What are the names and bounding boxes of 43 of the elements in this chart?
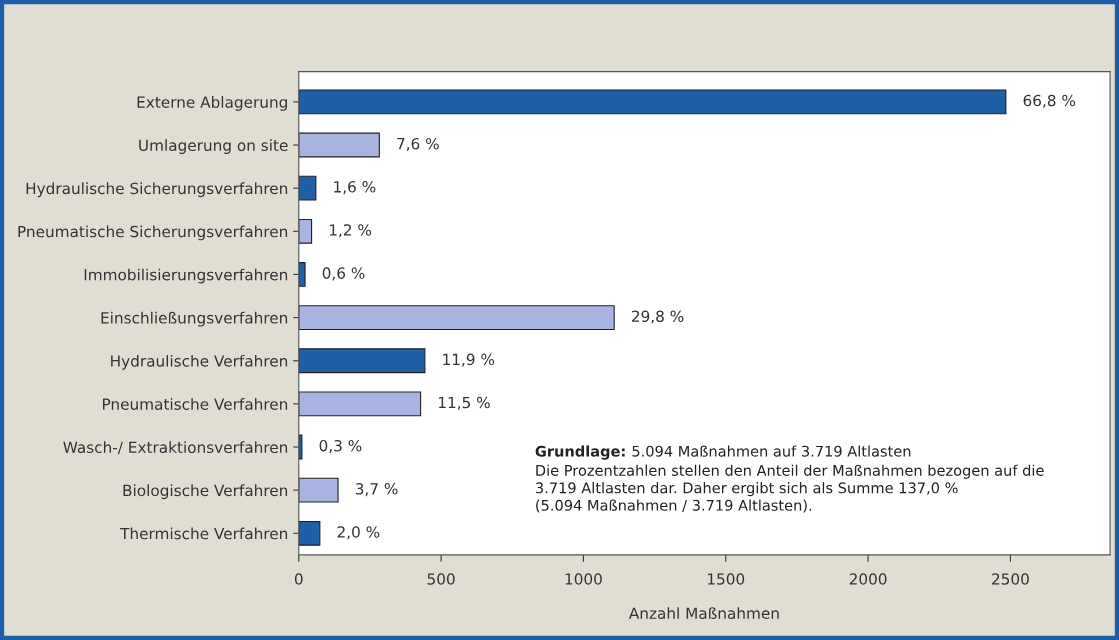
y-tick-label: Umlagerung on site	[139, 139, 288, 154]
bar	[298, 434, 303, 460]
annotation: 29,8 %	[631, 310, 684, 324]
bar	[298, 262, 306, 287]
y-tick-label: Pneumatische Sicherungsverfahren	[18, 225, 288, 241]
annotation: 1,2 %	[329, 224, 372, 238]
annotation: Grundlage:	[535, 445, 625, 460]
y-tick-label: Wasch-/ Extraktionsverfahren	[63, 441, 288, 455]
annotation: 11,5 %	[438, 396, 490, 410]
annotation: 11,9 %	[443, 353, 495, 367]
bar	[298, 520, 321, 546]
bar	[298, 132, 380, 158]
y-tick-label: Immobilisierungsverfahren	[84, 268, 288, 284]
annotation: 1,6 %	[334, 181, 376, 195]
x-tick-label: 500	[427, 573, 455, 585]
x-axis-title: Anzahl Maßnahmen	[628, 607, 779, 619]
y-tick-label: Hydraulische Sicherungsverfahren	[26, 182, 288, 198]
bar	[298, 218, 313, 244]
x-tick-label: 2500	[992, 573, 1029, 585]
bar	[298, 175, 317, 201]
annotation: Die Prozentzahlen stellen den Anteil der Maßnahmen bezogen auf die 3.719 Altlasten dar. Daher ergibt sich als Summe 137,0 % (5.094 Maßnahmen / 3.719 Altlasten).	[535, 464, 1044, 513]
bar	[298, 348, 426, 374]
annotation: 2,0 %	[337, 526, 380, 540]
bar	[298, 391, 422, 417]
x-tick-label: 1000	[565, 573, 602, 585]
bar	[298, 305, 615, 331]
y-tick-label: Thermische Verfahren	[120, 527, 288, 540]
annotation: 0,3 %	[319, 439, 362, 454]
annotation: 3,7 %	[355, 483, 398, 497]
y-tick-label: Hydraulische Verfahren	[111, 354, 288, 370]
annotation: 7,6 %	[397, 137, 439, 152]
y-tick-label: Biologische Verfahren	[123, 484, 288, 500]
annotation: 5.094 Maßnahmen auf 3.719 Altlasten	[632, 445, 911, 457]
x-tick-label: 2000	[849, 573, 887, 585]
x-tick-label: 0	[294, 573, 303, 585]
x-tick-label: 1500	[708, 573, 745, 585]
y-tick-label: Einschließungsverfahren	[101, 311, 288, 327]
annotation: 66,8 %	[1023, 94, 1076, 108]
y-tick-label: Externe Ablagerung	[137, 96, 287, 111]
bar	[298, 89, 1007, 115]
y-tick-label: Pneumatische Verfahren	[102, 398, 288, 410]
bar	[298, 477, 339, 503]
annotation: 0,6 %	[322, 267, 365, 281]
